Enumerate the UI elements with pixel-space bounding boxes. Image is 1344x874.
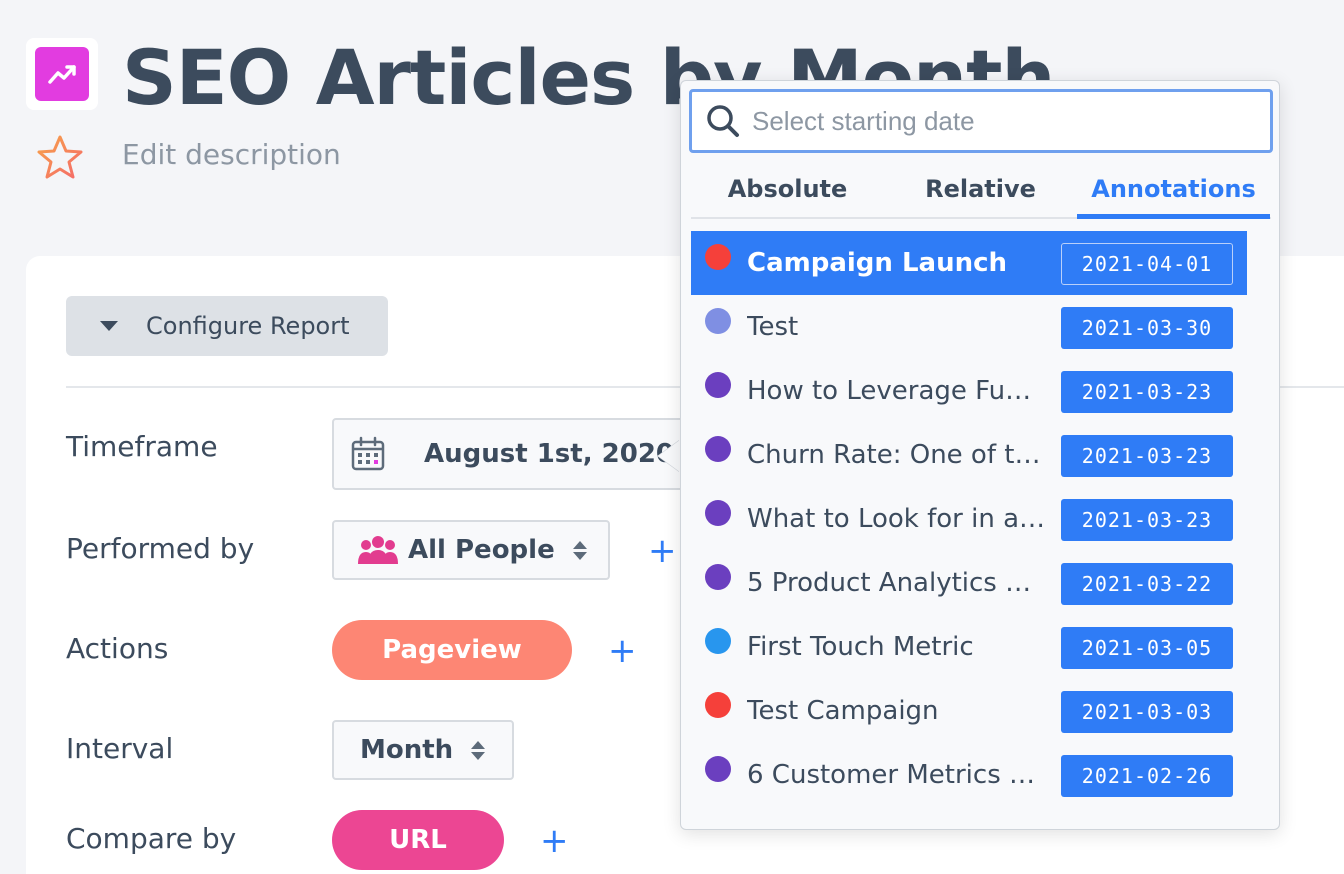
action-pageview-pill[interactable]: Pageview [332,620,572,680]
annotation-color-dot [705,628,731,654]
annotation-date-badge: 2021-03-03 [1061,691,1233,733]
annotation-name: 6 Customer Metrics That Matter [747,760,1047,790]
annotation-color-dot [705,436,731,462]
people-value: All People [408,535,555,565]
annotation-item[interactable]: Churn Rate: One of the Most Important Me… [691,423,1247,487]
sort-updown-icon [471,740,486,760]
popover-caret [658,440,680,472]
picker-tabs: Absolute Relative Annotations [691,173,1271,219]
annotation-color-dot [705,244,731,270]
compare-by-label: Compare by [66,822,237,855]
annotation-color-dot [705,692,731,718]
annotation-name: Campaign Launch [747,248,1008,278]
annotation-name: 5 Product Analytics Books [747,568,1047,598]
annotation-date-badge: 2021-02-26 [1061,755,1233,797]
annotation-color-dot [705,372,731,398]
performed-by-label: Performed by [66,532,255,565]
actions-label: Actions [66,632,169,665]
people-icon [358,536,398,564]
annotation-name: Churn Rate: One of the Most Important Me… [747,440,1047,470]
annotation-date-badge: 2021-03-23 [1061,371,1233,413]
annotation-date-badge: 2021-04-01 [1061,243,1233,285]
configure-report-label: Configure Report [146,312,350,340]
annotation-color-dot [705,308,731,334]
annotation-date-badge: 2021-03-05 [1061,627,1233,669]
annotation-color-dot [705,756,731,782]
search-input[interactable] [752,105,1232,137]
calendar-icon [351,436,385,471]
sort-updown-icon [572,540,587,560]
annotation-color-dot [705,564,731,590]
annotation-item[interactable]: First Touch Metric 2021-03-05 [691,615,1247,679]
star-icon[interactable] [36,134,84,180]
add-filter-button[interactable]: + [648,531,677,571]
annotation-name: Test Campaign [747,696,939,726]
annotation-date-badge: 2021-03-23 [1061,435,1233,477]
annotation-name: How to Leverage Funnel Analysis [747,376,1047,406]
search-icon [707,105,739,137]
timeframe-label: Timeframe [66,430,218,463]
annotation-date-badge: 2021-03-30 [1061,307,1233,349]
date-picker-popover: Absolute Relative Annotations Campaign L… [680,80,1280,830]
app-icon [26,38,98,110]
timeframe-value: August 1st, 2020 [424,439,674,469]
annotation-item[interactable]: Test 2021-03-30 [691,295,1247,359]
search-box[interactable] [689,89,1273,153]
tab-absolute[interactable]: Absolute [727,175,848,203]
annotation-item[interactable]: Test Campaign 2021-03-03 [691,679,1247,743]
edit-description[interactable]: Edit description [122,138,341,171]
interval-value: Month [360,735,454,765]
annotation-name: First Touch Metric [747,632,974,662]
annotation-item[interactable]: 5 Product Analytics Books 2021-03-22 [691,551,1247,615]
compare-url-pill[interactable]: URL [332,810,504,870]
add-compare-button[interactable]: + [540,821,569,861]
annotation-name: What to Look for in a Product Analytics … [747,504,1047,534]
annotation-item[interactable]: Campaign Launch 2021-04-01 [691,231,1247,295]
annotation-color-dot [705,500,731,526]
timeframe-selector[interactable]: August 1st, 2020 [332,418,692,490]
tab-relative[interactable]: Relative [925,175,1036,203]
annotation-item[interactable]: How to Leverage Funnel Analysis 2021-03-2… [691,359,1247,423]
caret-down-icon [100,321,118,331]
annotation-date-badge: 2021-03-23 [1061,499,1233,541]
annotation-name: Test [747,312,799,342]
annotation-item[interactable]: What to Look for in a Product Analytics … [691,487,1247,551]
annotation-list: Campaign Launch 2021-04-01 Test 2021-03-30 H… [691,231,1247,821]
interval-selector[interactable]: Month [332,720,514,780]
people-selector[interactable]: All People [332,520,610,580]
configure-report-button[interactable]: Configure Report [66,296,388,356]
annotation-date-badge: 2021-03-22 [1061,563,1233,605]
trend-chart-icon [35,47,89,101]
add-action-button[interactable]: + [608,631,637,671]
annotation-item[interactable]: 6 Customer Metrics That Matter 2021-02-26 [691,743,1247,807]
interval-label: Interval [66,732,174,765]
tab-annotations[interactable]: Annotations [1077,173,1270,219]
